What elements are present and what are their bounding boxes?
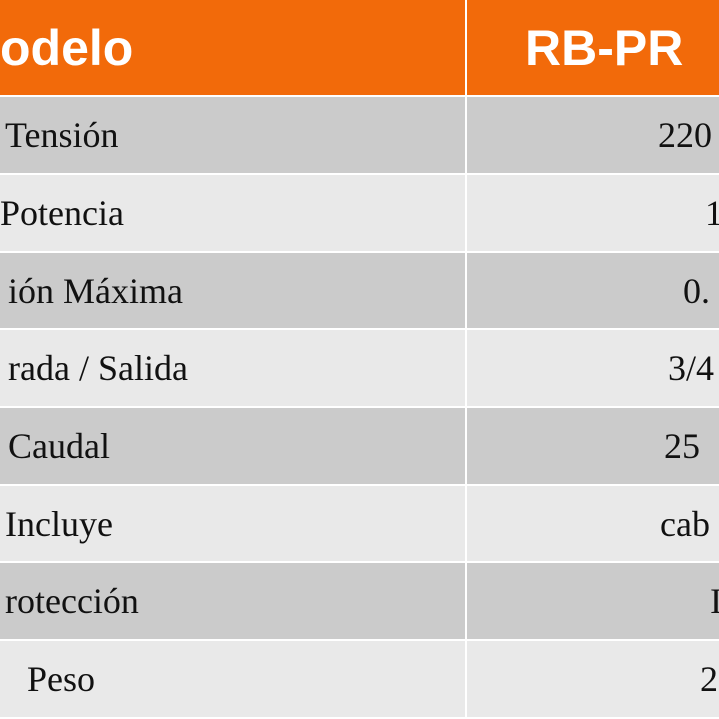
- label-cell: ión Máxima: [0, 253, 465, 328]
- value-cell: 0.: [467, 253, 719, 328]
- header-cell: RB-PR: [467, 0, 719, 95]
- cell-text: ión Máxima: [8, 270, 183, 311]
- label-cell: Caudal: [0, 408, 465, 484]
- label-cell: Incluye: [0, 486, 465, 561]
- label-cell: Peso: [0, 641, 465, 717]
- cell-text: Peso: [27, 659, 96, 699]
- value-cell: 25: [467, 408, 719, 484]
- label-cell: Potencia: [0, 175, 465, 251]
- cell-text: Potencia: [0, 193, 124, 233]
- cell-text: 2: [700, 659, 718, 699]
- cell-text: Tensión: [5, 115, 119, 155]
- label-cell: rotección: [0, 563, 465, 639]
- header-cell: odelo: [0, 0, 465, 95]
- value-cell: 2: [467, 641, 719, 717]
- cell-text: RB-PR: [525, 19, 684, 76]
- label-cell: Tensión: [0, 97, 465, 173]
- cell-text: 25: [664, 426, 700, 466]
- cell-text: Incluye: [5, 503, 113, 544]
- cell-text: odelo: [0, 19, 134, 76]
- cell-text: I: [710, 581, 719, 621]
- label-cell: rada / Salida: [0, 330, 465, 406]
- cell-text: cab: [660, 503, 710, 544]
- cell-text: rotección: [5, 581, 139, 621]
- cell-text: rada / Salida: [8, 348, 188, 388]
- cell-text: 1: [705, 193, 719, 233]
- value-cell: 1: [467, 175, 719, 251]
- value-cell: 3/4: [467, 330, 719, 406]
- cell-text: 220: [658, 115, 712, 155]
- cell-text: Caudal: [8, 426, 110, 466]
- value-cell: I: [467, 563, 719, 639]
- cell-text: 3/4: [668, 348, 715, 388]
- cell-text: 0.: [683, 270, 710, 311]
- value-cell: cab: [467, 486, 719, 561]
- value-cell: 220: [467, 97, 719, 173]
